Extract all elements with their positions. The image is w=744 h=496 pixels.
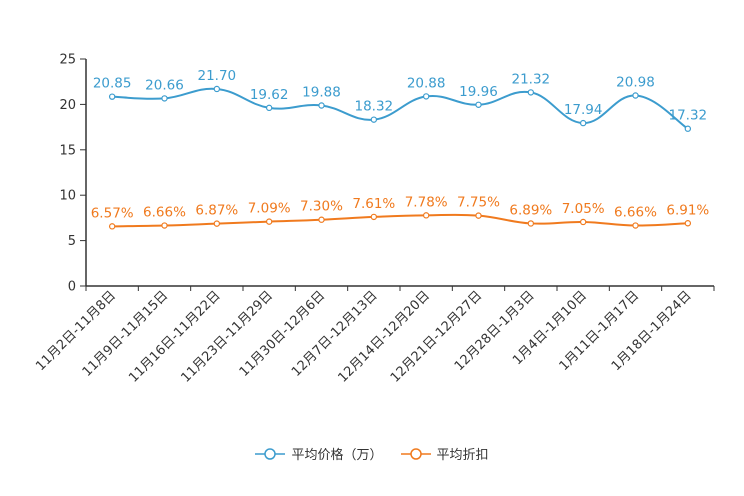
data-point[interactable] <box>475 101 482 108</box>
series-line-1 <box>112 213 688 228</box>
data-label: 6.91% <box>666 202 709 218</box>
y-tick-label: 0 <box>68 280 76 295</box>
data-point[interactable] <box>527 220 535 227</box>
legend-discount-marker-icon <box>400 447 431 460</box>
data-label: 7.09% <box>248 201 291 217</box>
data-point[interactable] <box>684 220 692 227</box>
x-tick-label: 11月23日-11月29日 <box>179 288 276 385</box>
data-point[interactable] <box>318 216 325 223</box>
legend-item-discount[interactable]: 平均折扣 <box>400 444 489 463</box>
x-tick-label: 12月21日-12月27日 <box>388 288 485 385</box>
data-label: 7.30% <box>300 199 343 215</box>
y-tick-label: 20 <box>59 98 76 113</box>
y-tick-label: 25 <box>59 53 76 68</box>
data-label: 7.78% <box>405 194 448 210</box>
x-tick-label: 11月16日-11月22日 <box>126 288 223 385</box>
data-point[interactable] <box>161 222 168 229</box>
data-point[interactable] <box>422 93 430 100</box>
data-point[interactable] <box>108 223 116 230</box>
series-1: 6.57% 6.66% 6.87% 7.09% 7.30% 7.61% 7.78% 7.75%… <box>91 194 709 230</box>
y-axis: 0 5 10 15 20 25 <box>59 53 87 295</box>
data-point[interactable] <box>632 222 639 229</box>
data-point[interactable] <box>213 85 221 93</box>
data-label: 21.32 <box>512 71 551 87</box>
y-tick-label: 5 <box>68 234 76 249</box>
legend-price-label: 平均价格（万） <box>291 448 383 463</box>
data-label: 18.32 <box>355 99 394 115</box>
data-point[interactable] <box>422 212 430 219</box>
data-label: 6.66% <box>614 205 657 221</box>
data-point[interactable] <box>213 220 221 227</box>
data-label: 6.66% <box>143 205 186 221</box>
legend-discount-label: 平均折扣 <box>436 448 489 463</box>
data-label: 17.32 <box>669 108 708 124</box>
data-label: 20.98 <box>616 75 655 91</box>
data-point[interactable] <box>632 92 639 99</box>
data-label: 20.88 <box>407 75 446 91</box>
data-point[interactable] <box>265 104 273 112</box>
data-point[interactable] <box>370 213 378 221</box>
series-0: 20.85 20.66 21.70 19.62 19.88 18.32 20.88 19.96… <box>93 68 708 132</box>
series-layer: 20.85 20.66 21.70 19.62 19.88 18.32 20.88 19.96… <box>91 68 709 230</box>
data-label: 6.87% <box>195 203 238 219</box>
legend: 平均价格（万） 平均折扣 <box>0 444 744 463</box>
data-point[interactable] <box>318 102 325 109</box>
data-point[interactable] <box>108 93 116 100</box>
data-point[interactable] <box>161 95 168 102</box>
x-axis: 11月2日-11月8日11月9日-11月15日11月16日-11月22日11月2… <box>33 285 715 386</box>
y-tick-label: 15 <box>59 143 76 158</box>
y-tick-label: 10 <box>59 189 76 204</box>
x-tick-label: 12月14日-12月20日 <box>336 288 433 385</box>
data-label: 20.85 <box>93 76 132 92</box>
data-label: 19.96 <box>459 84 498 100</box>
legend-item-price[interactable]: 平均价格（万） <box>255 444 383 463</box>
data-point[interactable] <box>370 116 378 123</box>
data-label: 19.62 <box>250 87 289 103</box>
data-label: 21.70 <box>198 68 237 84</box>
data-label: 6.57% <box>91 205 134 221</box>
data-point[interactable] <box>475 212 482 219</box>
data-point[interactable] <box>265 218 273 225</box>
data-point[interactable] <box>527 89 535 96</box>
data-label: 7.75% <box>457 195 500 211</box>
data-label: 7.05% <box>562 201 605 217</box>
data-point[interactable] <box>684 125 692 132</box>
data-label: 7.61% <box>352 196 395 212</box>
data-label: 20.66 <box>145 77 184 93</box>
data-label: 19.88 <box>302 84 341 100</box>
data-label: 17.94 <box>564 102 603 118</box>
data-point[interactable] <box>579 119 587 127</box>
legend-price-marker-icon <box>255 447 286 460</box>
data-point[interactable] <box>579 218 587 226</box>
data-label: 6.89% <box>509 202 552 218</box>
